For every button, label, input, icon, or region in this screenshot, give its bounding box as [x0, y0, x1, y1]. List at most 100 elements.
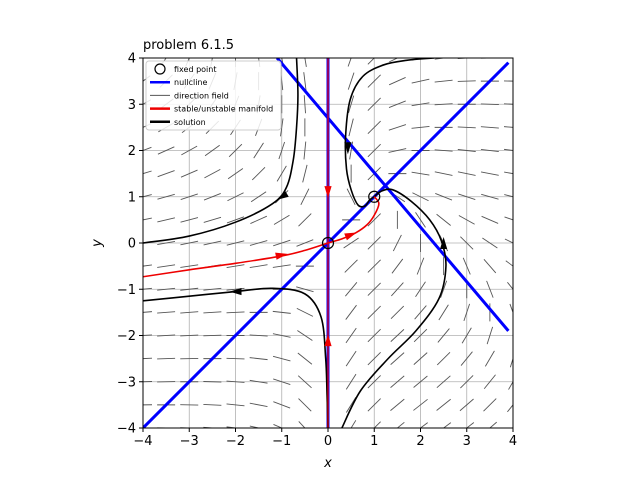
direction-segment — [507, 404, 513, 413]
fixed-point-marker — [321, 236, 335, 250]
legend: fixed point nullcline direction field stabl… — [145, 60, 282, 131]
direction-segment — [388, 100, 406, 109]
direction-segment — [297, 352, 313, 365]
direction-segment — [303, 141, 307, 160]
direction-segment — [483, 374, 496, 390]
legend-label: nullcline — [174, 78, 208, 87]
direction-segment — [226, 240, 245, 246]
direction-segment — [483, 259, 497, 274]
direction-segment — [391, 282, 404, 297]
direction-segment — [484, 350, 495, 367]
direction-segment — [388, 77, 406, 86]
direction-segment — [436, 351, 451, 366]
direction-segment — [203, 192, 221, 201]
direction-segment — [180, 169, 198, 178]
direction-segment — [345, 282, 358, 297]
direction-segment — [459, 398, 474, 412]
flow-arrow — [440, 237, 448, 249]
x-tick-label: 1 — [370, 434, 378, 449]
direction-segment — [367, 120, 381, 135]
direction-segment — [300, 188, 310, 206]
direction-segment — [367, 58, 375, 65]
direction-segment — [367, 351, 381, 366]
direction-segment — [367, 213, 381, 227]
direction-segment — [457, 126, 476, 129]
direction-segment — [367, 236, 381, 250]
direction-segment — [203, 334, 222, 337]
direction-segment — [508, 380, 513, 390]
direction-segment — [273, 424, 283, 428]
flow-arrow — [276, 190, 289, 200]
direction-segment — [143, 194, 152, 198]
direction-segment — [345, 304, 357, 320]
direction-segment — [345, 327, 357, 344]
y-tick-label: 1 — [128, 190, 136, 205]
x-tick-label: 0 — [324, 434, 332, 449]
direction-segment — [302, 164, 308, 183]
direction-segment — [413, 398, 428, 411]
direction-segment — [180, 193, 198, 201]
solutions — [143, 58, 447, 428]
y-tick-label: 2 — [128, 144, 136, 159]
solution-curve — [344, 58, 435, 208]
direction-segment — [157, 334, 176, 337]
solution-curve — [341, 188, 447, 428]
nullcline-line — [143, 61, 510, 428]
direction-segment — [438, 304, 449, 321]
direction-segment — [481, 215, 499, 224]
direction-segment — [227, 192, 244, 202]
direction-segment — [296, 307, 314, 317]
direction-segment — [180, 311, 199, 314]
direction-segment — [143, 357, 153, 360]
direction-segment — [391, 258, 404, 274]
x-tick-label: −4 — [133, 434, 152, 449]
direction-segment — [296, 239, 314, 247]
direction-segment — [415, 212, 426, 228]
direction-segment — [434, 149, 453, 152]
direction-segment — [249, 334, 268, 337]
direction-segment — [157, 170, 175, 178]
direction-segment — [367, 74, 381, 88]
direction-segment — [458, 193, 476, 201]
direction-segment — [249, 357, 268, 361]
direction-segment — [457, 171, 476, 176]
direction-segment — [249, 425, 261, 428]
direction-segment — [180, 240, 199, 246]
direction-segment — [204, 144, 220, 157]
direction-segment — [505, 260, 513, 267]
direction-segment — [250, 215, 268, 224]
direction-segment — [411, 78, 430, 84]
direction-segment — [276, 165, 287, 182]
direction-segment — [414, 305, 427, 320]
direction-segment — [367, 282, 381, 296]
legend-box — [145, 60, 282, 131]
direction-segment — [462, 257, 471, 275]
x-tick-label: −2 — [226, 434, 245, 449]
direction-segment — [390, 352, 405, 365]
direction-segment — [345, 373, 357, 390]
direction-segment — [303, 95, 306, 114]
direction-segment — [143, 264, 152, 267]
direction-segment — [345, 397, 357, 413]
direction-segment — [157, 264, 176, 268]
direction-segment — [249, 379, 268, 384]
direction-segment — [437, 328, 450, 343]
direction-segment — [480, 148, 499, 153]
direction-segment — [226, 380, 245, 383]
direction-segment — [388, 124, 407, 131]
direction-segment — [396, 421, 405, 428]
direction-segment — [297, 375, 312, 389]
axis-ticks: −4−4 −3 −3 −2 −2 −1 −1 0 0 1 1 2 2 3 3 4 4 — [117, 52, 517, 450]
direction-segment — [480, 103, 499, 105]
direction-segment — [367, 305, 381, 320]
direction-segment — [143, 170, 152, 175]
direction-segment — [412, 192, 429, 202]
legend-label: solution — [174, 118, 206, 127]
direction-segment — [434, 103, 453, 106]
y-tick-label: −4 — [117, 422, 136, 437]
direction-segment — [203, 216, 222, 223]
direction-segment — [226, 311, 245, 314]
x-tick-label: −1 — [272, 434, 291, 449]
direction-segment — [350, 420, 357, 428]
